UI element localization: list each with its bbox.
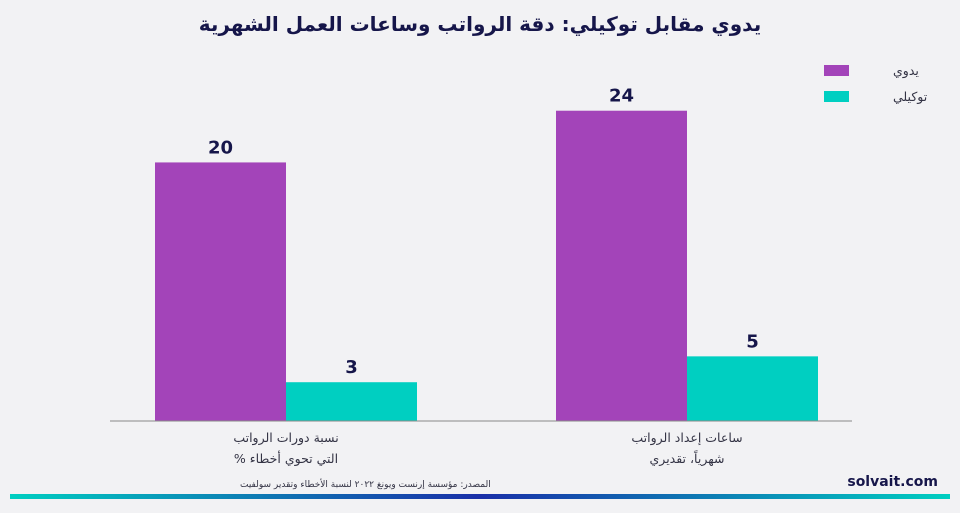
category-label: نسبة دورات الرواتب [233, 430, 338, 446]
value-label: 20 [208, 137, 233, 158]
value-label: 5 [746, 331, 759, 352]
value-labels: 20 3 24 5 [208, 86, 759, 379]
category-label: شهرياً، تقديري [650, 449, 725, 467]
legend-label: يدوي [893, 63, 919, 79]
legend-label: توكيلي [893, 89, 928, 105]
value-label: 24 [609, 86, 634, 107]
legend-swatch [824, 91, 849, 102]
footer-gradient-bar [10, 494, 950, 499]
bars-layer [155, 110, 818, 421]
legend-swatch [824, 65, 849, 76]
brand-url[interactable]: solvait.com [847, 474, 938, 490]
bar-manual-1 [155, 162, 286, 421]
category-labels: نسبة دورات الرواتب التي تحوي أخطاء % ساعات… [233, 430, 742, 467]
value-label: 3 [345, 357, 358, 378]
bar-manual-2 [556, 110, 687, 421]
source-note: المصدر: مؤسسة إرنست ويونغ ٢٠٢٢ لنسبة الأ… [240, 478, 491, 490]
legend: يدوي توكيلي [824, 63, 928, 105]
chart-title: يدوي مقابل توكيلي: دقة الرواتب وساعات ال… [199, 12, 762, 37]
bar-outsourced-2 [687, 356, 818, 421]
bar-outsourced-1 [286, 382, 417, 421]
category-label: التي تحوي أخطاء % [234, 450, 338, 467]
category-label: ساعات إعداد الرواتب [631, 430, 742, 446]
